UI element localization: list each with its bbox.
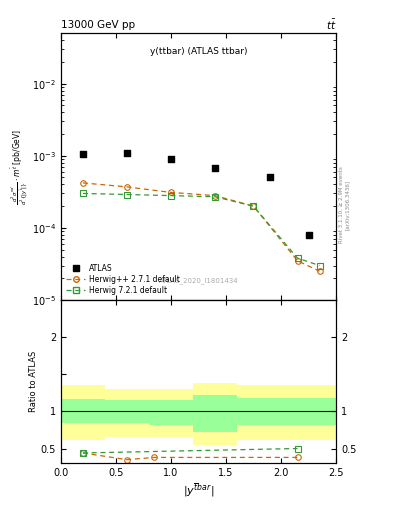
Point	[212, 164, 218, 172]
Point	[305, 231, 312, 239]
Legend: ATLAS, Herwig++ 2.7.1 default, Herwig 7.2.1 default: ATLAS, Herwig++ 2.7.1 default, Herwig 7.…	[65, 262, 182, 296]
Text: $t\bar{t}$: $t\bar{t}$	[325, 17, 336, 32]
Y-axis label: $\frac{d^2\sigma^{nd}}{d^2\{|y^{\bar{t}}|\}} \cdot m^{\bar{t}}$ [pb/GeV]: $\frac{d^2\sigma^{nd}}{d^2\{|y^{\bar{t}}…	[9, 129, 31, 205]
Text: Rivet 3.1.10, ≥ 2.9M events: Rivet 3.1.10, ≥ 2.9M events	[339, 166, 344, 243]
Text: ATLAS_2020_I1801434: ATLAS_2020_I1801434	[159, 277, 238, 284]
Text: 13000 GeV pp: 13000 GeV pp	[61, 19, 135, 30]
Text: y(ttbar) (ATLAS ttbar): y(ttbar) (ATLAS ttbar)	[150, 47, 247, 56]
Y-axis label: Ratio to ATLAS: Ratio to ATLAS	[29, 351, 38, 412]
Point	[267, 174, 273, 182]
Text: [arXiv:1306.3436]: [arXiv:1306.3436]	[345, 180, 350, 230]
Point	[80, 150, 86, 158]
Point	[124, 150, 130, 158]
Point	[168, 155, 174, 163]
X-axis label: $|y^{\overline{t}bar}|$: $|y^{\overline{t}bar}|$	[183, 481, 214, 499]
